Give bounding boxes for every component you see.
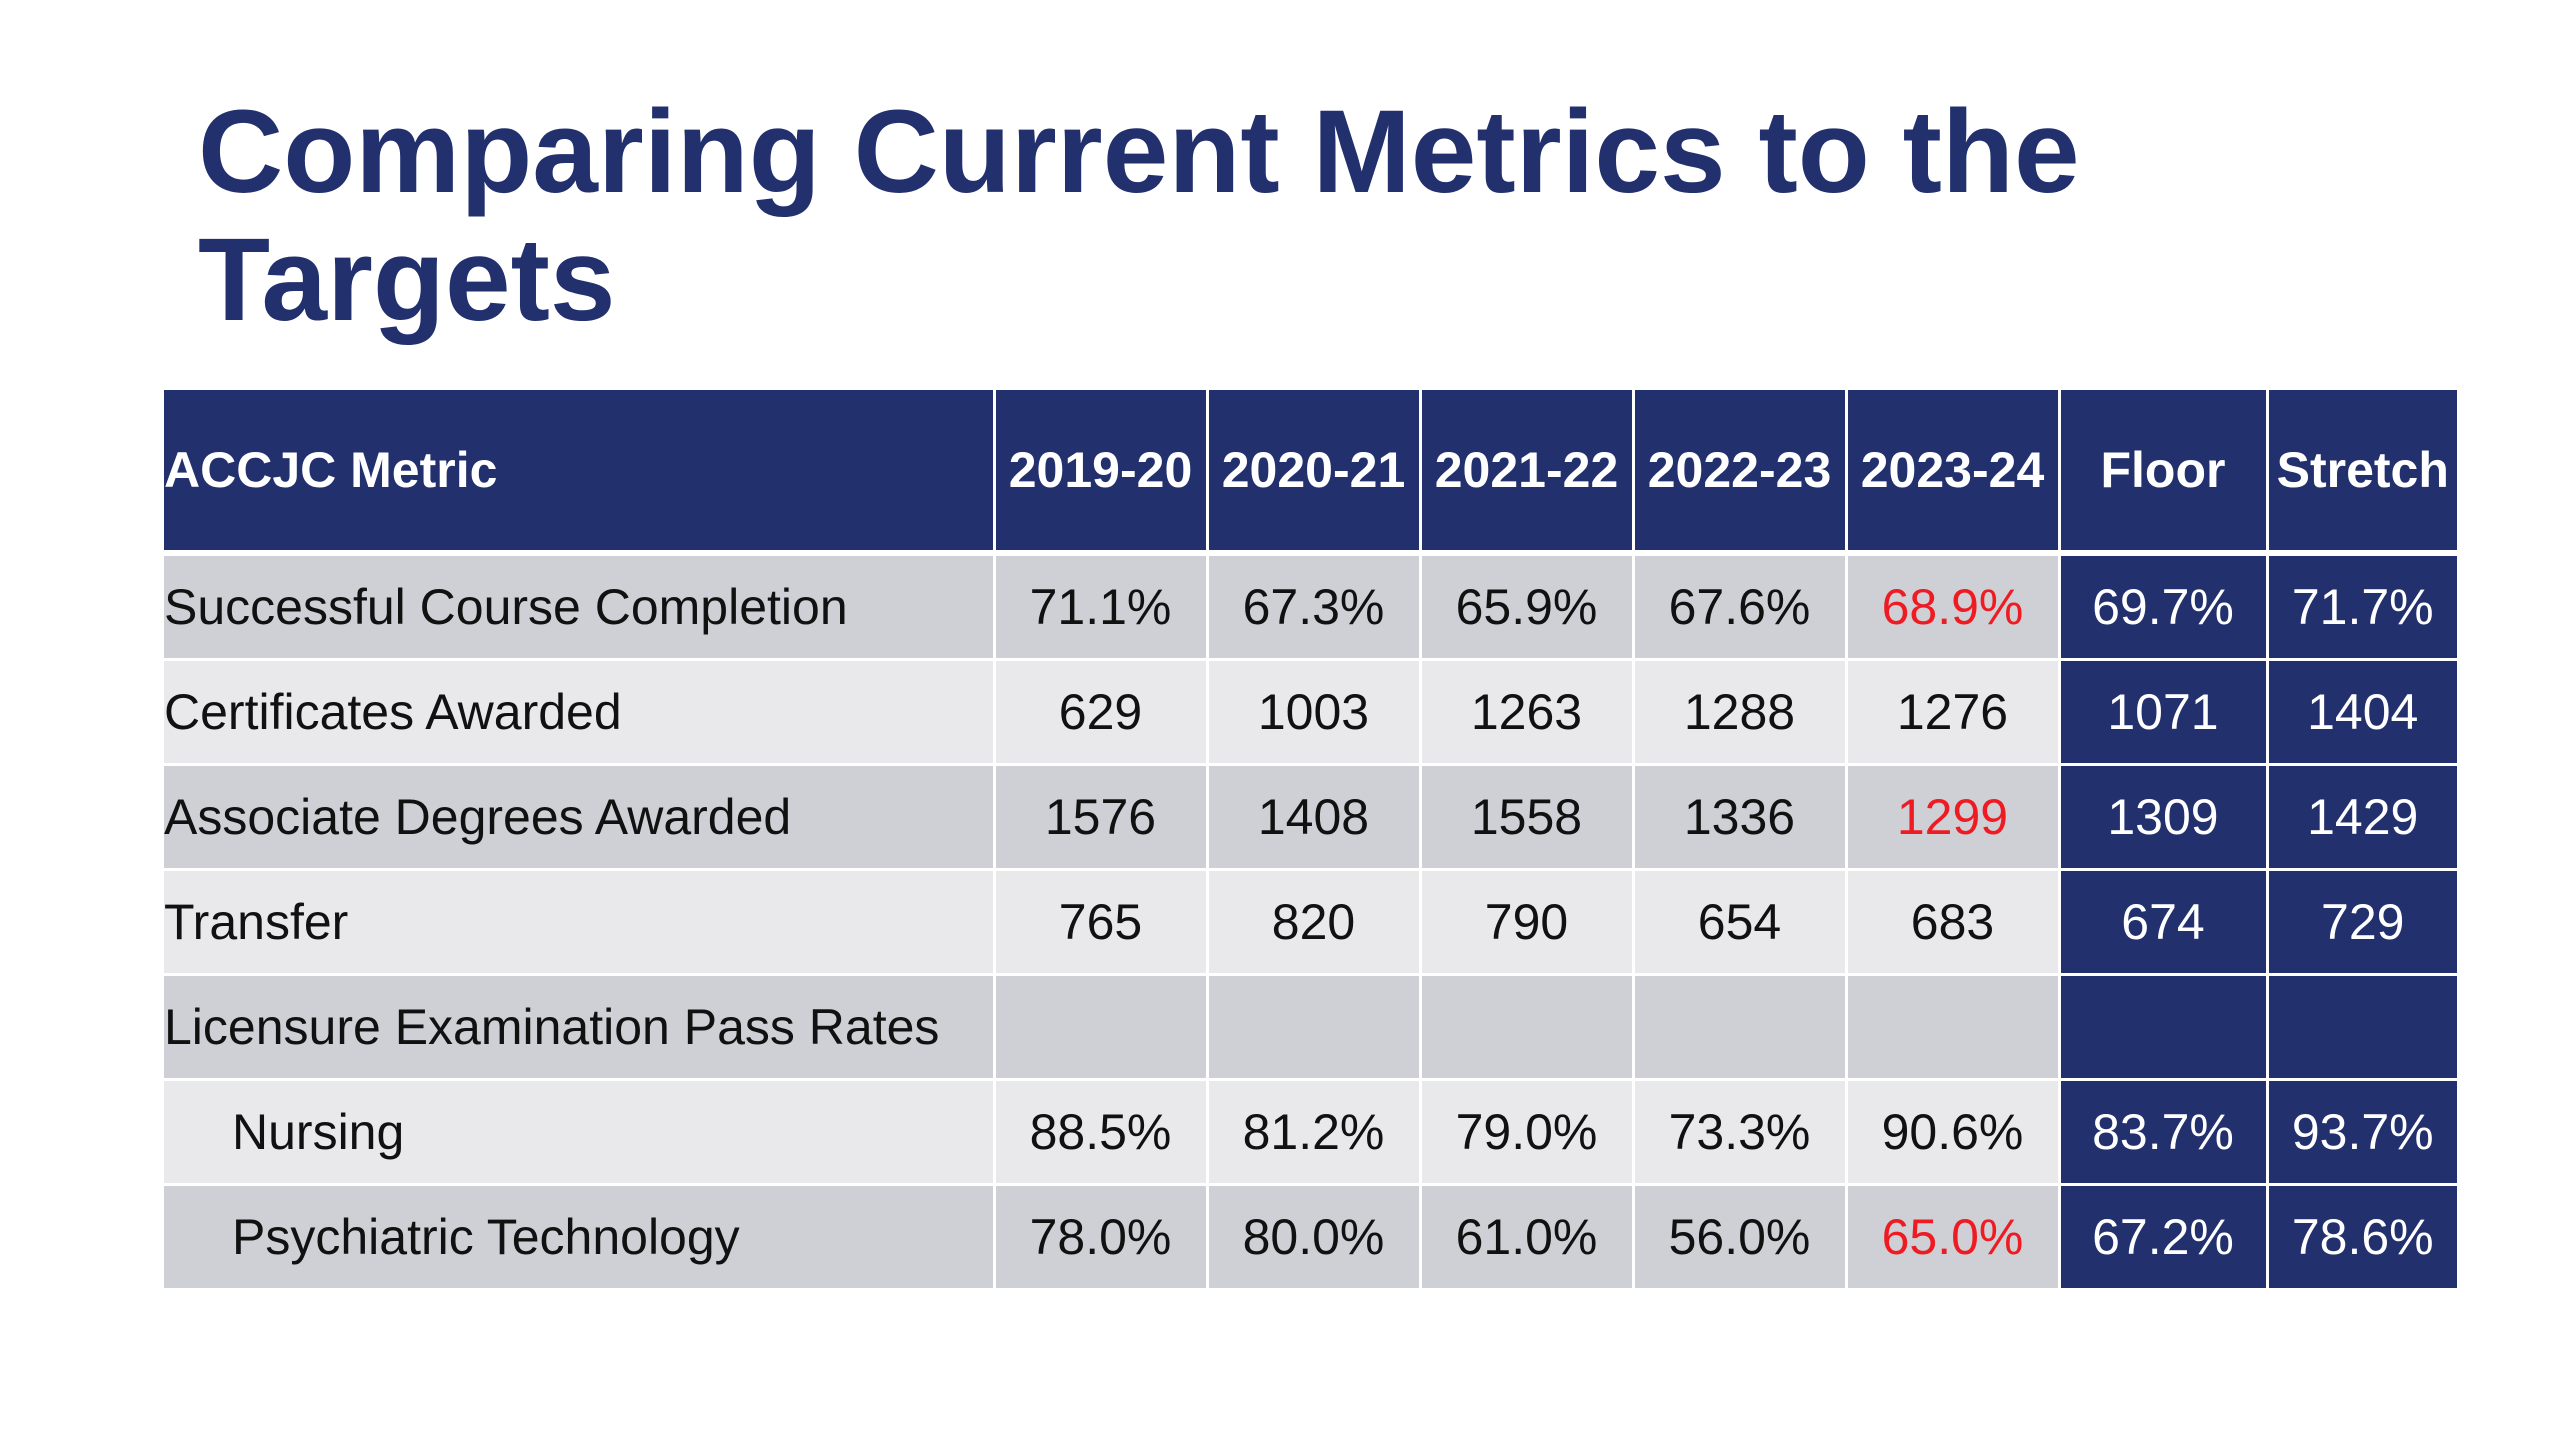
metric-name: Nursing (164, 1079, 996, 1186)
value-2019-20: 71.1% (994, 553, 1209, 661)
value-2022-23: 73.3% (1633, 1079, 1848, 1186)
value-2019-20: 1576 (994, 764, 1209, 871)
value-2020-21: 1408 (1207, 764, 1422, 871)
value-2022-23: 654 (1633, 869, 1848, 976)
header-metric: ACCJC Metric (164, 390, 996, 556)
value-2019-20: 78.0% (994, 1184, 1209, 1291)
table-row: Nursing 88.5% 81.2% 79.0% 73.3% 90.6% 83… (164, 1079, 2457, 1186)
value-2022-23: 67.6% (1633, 553, 1848, 661)
value-2022-23: 1336 (1633, 764, 1848, 871)
value-2020-21 (1207, 974, 1422, 1081)
table-row: Associate Degrees Awarded 1576 1408 1558… (164, 764, 2457, 871)
value-2019-20: 629 (994, 659, 1209, 766)
header-2021-22: 2021-22 (1420, 390, 1635, 556)
metric-name: Successful Course Completion (164, 553, 996, 661)
table-row: Transfer 765 820 790 654 683 674 729 (164, 869, 2457, 976)
metric-name: Psychiatric Technology (164, 1184, 996, 1291)
value-2020-21: 80.0% (1207, 1184, 1422, 1291)
value-2019-20 (994, 974, 1209, 1081)
value-2021-22: 1263 (1420, 659, 1635, 766)
value-2023-24 (1846, 974, 2061, 1081)
value-2020-21: 1003 (1207, 659, 1422, 766)
value-2022-23: 56.0% (1633, 1184, 1848, 1291)
floor-value: 83.7% (2059, 1079, 2269, 1186)
stretch-value: 93.7% (2267, 1079, 2457, 1186)
value-2023-24: 90.6% (1846, 1079, 2061, 1186)
value-2021-22: 1558 (1420, 764, 1635, 871)
floor-value: 674 (2059, 869, 2269, 976)
value-2019-20: 765 (994, 869, 1209, 976)
value-2023-24: 65.0% (1846, 1184, 2061, 1291)
header-2022-23: 2022-23 (1633, 390, 1848, 556)
value-2023-24: 68.9% (1846, 553, 2061, 661)
value-2023-24: 683 (1846, 869, 2061, 976)
table-row: Licensure Examination Pass Rates (164, 974, 2457, 1081)
value-2019-20: 88.5% (994, 1079, 1209, 1186)
stretch-value: 1404 (2267, 659, 2457, 766)
value-2020-21: 67.3% (1207, 553, 1422, 661)
metrics-table: ACCJC Metric 2019-20 2020-21 2021-22 202… (164, 390, 2457, 1291)
floor-value: 1309 (2059, 764, 2269, 871)
floor-value (2059, 974, 2269, 1081)
header-floor: Floor (2059, 390, 2269, 556)
metric-name: Associate Degrees Awarded (164, 764, 996, 871)
header-2023-24: 2023-24 (1846, 390, 2061, 556)
stretch-value: 78.6% (2267, 1184, 2457, 1291)
header-2019-20: 2019-20 (994, 390, 1209, 556)
value-2021-22 (1420, 974, 1635, 1081)
stretch-value: 1429 (2267, 764, 2457, 871)
header-stretch: Stretch (2267, 390, 2457, 556)
table-row: Successful Course Completion 71.1% 67.3%… (164, 553, 2457, 661)
value-2023-24: 1299 (1846, 764, 2061, 871)
stretch-value: 71.7% (2267, 553, 2457, 661)
floor-value: 67.2% (2059, 1184, 2269, 1291)
slide-title: Comparing Current Metrics to the Targets (198, 86, 2080, 346)
value-2022-23 (1633, 974, 1848, 1081)
table-row: Certificates Awarded 629 1003 1263 1288 … (164, 659, 2457, 766)
metric-name: Licensure Examination Pass Rates (164, 974, 996, 1081)
metric-name: Certificates Awarded (164, 659, 996, 766)
value-2020-21: 81.2% (1207, 1079, 1422, 1186)
stretch-value (2267, 974, 2457, 1081)
table-header-row: ACCJC Metric 2019-20 2020-21 2021-22 202… (164, 390, 2457, 556)
stretch-value: 729 (2267, 869, 2457, 976)
value-2022-23: 1288 (1633, 659, 1848, 766)
value-2021-22: 790 (1420, 869, 1635, 976)
value-2023-24: 1276 (1846, 659, 2061, 766)
header-2020-21: 2020-21 (1207, 390, 1422, 556)
metric-name: Transfer (164, 869, 996, 976)
value-2020-21: 820 (1207, 869, 1422, 976)
value-2021-22: 79.0% (1420, 1079, 1635, 1186)
floor-value: 1071 (2059, 659, 2269, 766)
floor-value: 69.7% (2059, 553, 2269, 661)
value-2021-22: 65.9% (1420, 553, 1635, 661)
value-2021-22: 61.0% (1420, 1184, 1635, 1291)
table-row: Psychiatric Technology 78.0% 80.0% 61.0%… (164, 1184, 2457, 1291)
